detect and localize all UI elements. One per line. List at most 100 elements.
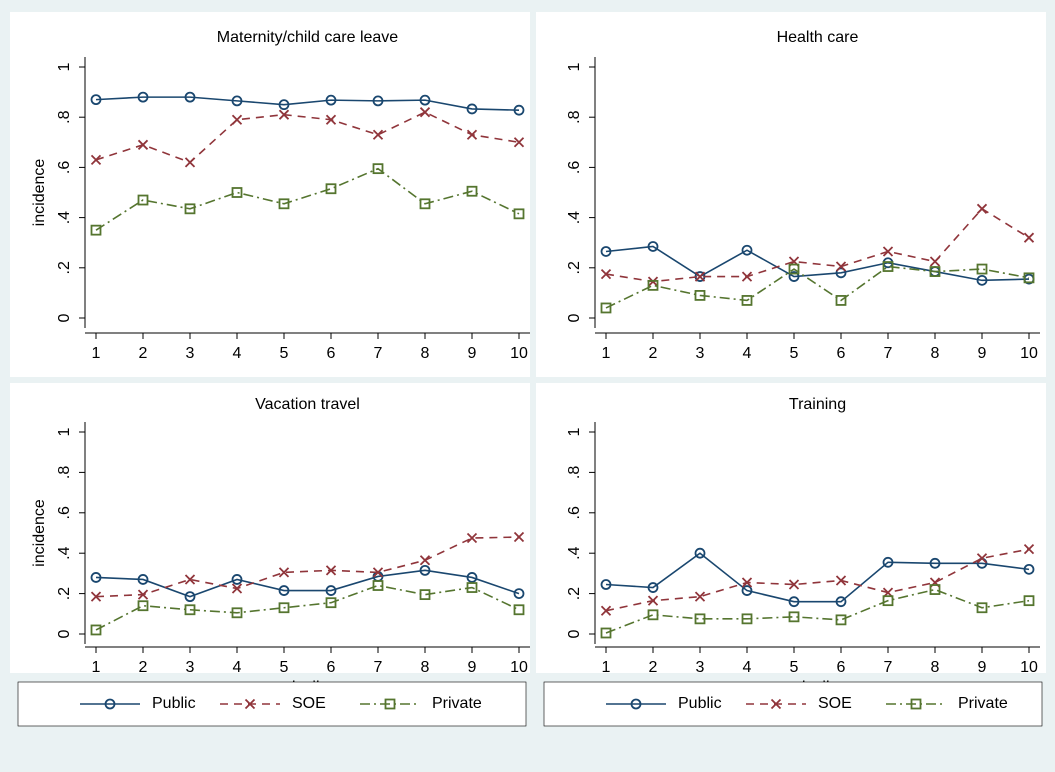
data-point	[278, 567, 290, 578]
data-point	[694, 613, 706, 625]
data-point	[1023, 272, 1035, 284]
data-point	[788, 579, 800, 590]
data-point	[325, 565, 337, 576]
x-tick-label: 2	[649, 345, 658, 362]
series-line	[605, 245, 1030, 282]
data-point	[929, 266, 941, 277]
y-tick-label: .4	[566, 546, 583, 559]
series-line	[605, 265, 1030, 309]
data-point	[90, 224, 102, 236]
data-point	[466, 572, 478, 583]
y-tick-label: .6	[56, 161, 73, 174]
data-point	[647, 279, 659, 291]
data-point	[835, 596, 847, 608]
data-point	[600, 268, 612, 280]
data-point	[137, 600, 149, 612]
data-point	[600, 302, 612, 314]
legend-label: Public	[152, 695, 196, 712]
data-point	[1023, 595, 1035, 607]
x-tick-label: 3	[186, 345, 195, 362]
x-tick-label: 9	[978, 659, 987, 676]
data-point	[882, 595, 894, 607]
x-tick-label: 10	[1020, 345, 1038, 362]
data-point	[231, 187, 243, 198]
data-point	[647, 582, 659, 593]
x-tick-label: 6	[327, 659, 336, 676]
data-point	[184, 591, 196, 603]
data-point	[882, 246, 894, 257]
data-point	[513, 104, 525, 116]
legend-marker	[384, 698, 396, 710]
x-tick-label: 9	[468, 659, 477, 676]
y-axis-title: incidence	[31, 159, 48, 227]
y-tick-label: .2	[56, 261, 73, 274]
data-point	[372, 129, 384, 140]
legend-label: SOE	[818, 695, 852, 712]
x-tick-label: 5	[280, 659, 289, 676]
y-tick-label: .4	[56, 211, 73, 224]
x-tick-label: 1	[92, 345, 101, 362]
data-point	[788, 263, 800, 275]
data-point	[184, 157, 196, 168]
x-tick-label: 7	[884, 345, 893, 362]
y-tick-label: 1	[56, 62, 73, 71]
series-line	[95, 167, 520, 231]
x-tick-label: 8	[931, 659, 940, 676]
data-point	[835, 267, 847, 279]
panel-title: Vacation travel	[255, 396, 360, 413]
x-tick-label: 5	[790, 659, 799, 676]
data-point	[976, 602, 988, 614]
data-point	[419, 94, 431, 106]
data-point	[513, 604, 525, 616]
data-point	[231, 607, 243, 619]
data-point	[929, 256, 941, 267]
data-point	[513, 208, 525, 220]
data-point	[741, 577, 753, 588]
legend-label: Public	[678, 695, 722, 712]
x-tick-label: 2	[139, 659, 148, 676]
data-point	[694, 547, 706, 559]
panel-title: Maternity/child care leave	[217, 29, 399, 46]
y-tick-label: .2	[566, 587, 583, 600]
data-point	[372, 95, 384, 107]
data-point	[513, 588, 525, 599]
x-tick-label: 3	[186, 659, 195, 676]
panel-title: Health care	[777, 29, 859, 46]
x-tick-label: 3	[696, 345, 705, 362]
data-point	[882, 556, 894, 568]
panel-background	[10, 383, 530, 673]
data-point	[231, 114, 243, 125]
panel-background	[10, 12, 530, 377]
x-tick-label: 4	[233, 345, 242, 362]
data-point	[278, 585, 290, 596]
data-point	[325, 585, 337, 596]
data-point	[90, 591, 102, 602]
data-point	[419, 589, 431, 601]
x-tick-label: 1	[92, 659, 101, 676]
data-point	[466, 103, 478, 115]
legend-marker	[770, 698, 782, 710]
x-tick-label: 4	[743, 345, 752, 362]
data-point	[788, 271, 800, 282]
legend-label: Private	[432, 695, 482, 712]
x-tick-label: 3	[696, 659, 705, 676]
data-point	[231, 95, 243, 107]
y-tick-label: .8	[56, 466, 73, 479]
panel-background	[536, 383, 1046, 673]
data-point	[137, 139, 149, 150]
data-point	[929, 584, 941, 595]
x-tick-label: 8	[931, 345, 940, 362]
data-point	[976, 274, 988, 286]
x-tick-label: 2	[649, 659, 658, 676]
data-point	[513, 137, 525, 148]
data-point	[694, 290, 706, 301]
x-tick-label: 7	[374, 345, 383, 362]
data-point	[278, 198, 290, 210]
data-point	[231, 583, 243, 594]
x-tick-label: 9	[468, 345, 477, 362]
legend-marker	[104, 698, 116, 710]
data-point	[741, 613, 753, 625]
x-tick-label: 4	[233, 659, 242, 676]
data-point	[137, 194, 149, 206]
